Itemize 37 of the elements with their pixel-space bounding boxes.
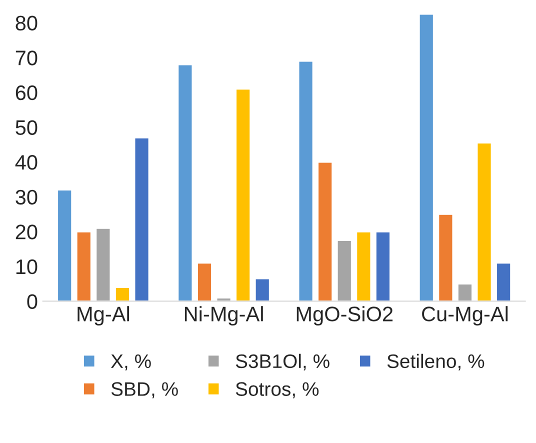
bar	[356, 230, 372, 302]
bar	[134, 136, 150, 302]
bar	[56, 189, 73, 302]
bar	[476, 142, 492, 302]
bar	[235, 88, 252, 302]
bar	[336, 240, 352, 302]
bar	[317, 161, 334, 302]
bar	[254, 278, 270, 302]
bar	[375, 230, 391, 302]
bar	[177, 64, 194, 302]
y-tick-label: 50	[16, 120, 38, 135]
bar	[298, 60, 314, 302]
y-tick-label: 60	[16, 85, 38, 100]
bar	[95, 227, 112, 302]
legend-label: Sotros, %	[236, 382, 319, 398]
x-tick-label: Cu-Mg-Al	[422, 306, 508, 326]
y-tick-label: 40	[15, 155, 38, 170]
bar	[114, 286, 130, 302]
bar	[457, 283, 473, 302]
bar	[438, 214, 454, 302]
y-tick-label: 80	[16, 16, 38, 31]
bar	[496, 262, 512, 302]
x-tick-label: MgO-SiO2	[296, 306, 393, 326]
bar	[76, 230, 92, 302]
legend-label: Setileno, %	[387, 354, 484, 370]
y-tick-label: 30	[16, 190, 38, 205]
x-tick-label: Ni-Mg-Al	[184, 306, 263, 326]
bar	[418, 13, 434, 302]
legend-label: SBD, %	[111, 382, 178, 398]
y-tick-label: 70	[16, 50, 38, 66]
bar	[196, 262, 212, 302]
legend-label: X, %	[110, 354, 151, 370]
y-tick-label: 10	[16, 259, 38, 274]
legend-label: S3B1Ol, %	[236, 354, 330, 370]
y-tick-label: 0	[27, 294, 38, 309]
y-tick-label: 20	[16, 224, 38, 240]
x-tick-label: Mg-Al	[78, 306, 129, 326]
